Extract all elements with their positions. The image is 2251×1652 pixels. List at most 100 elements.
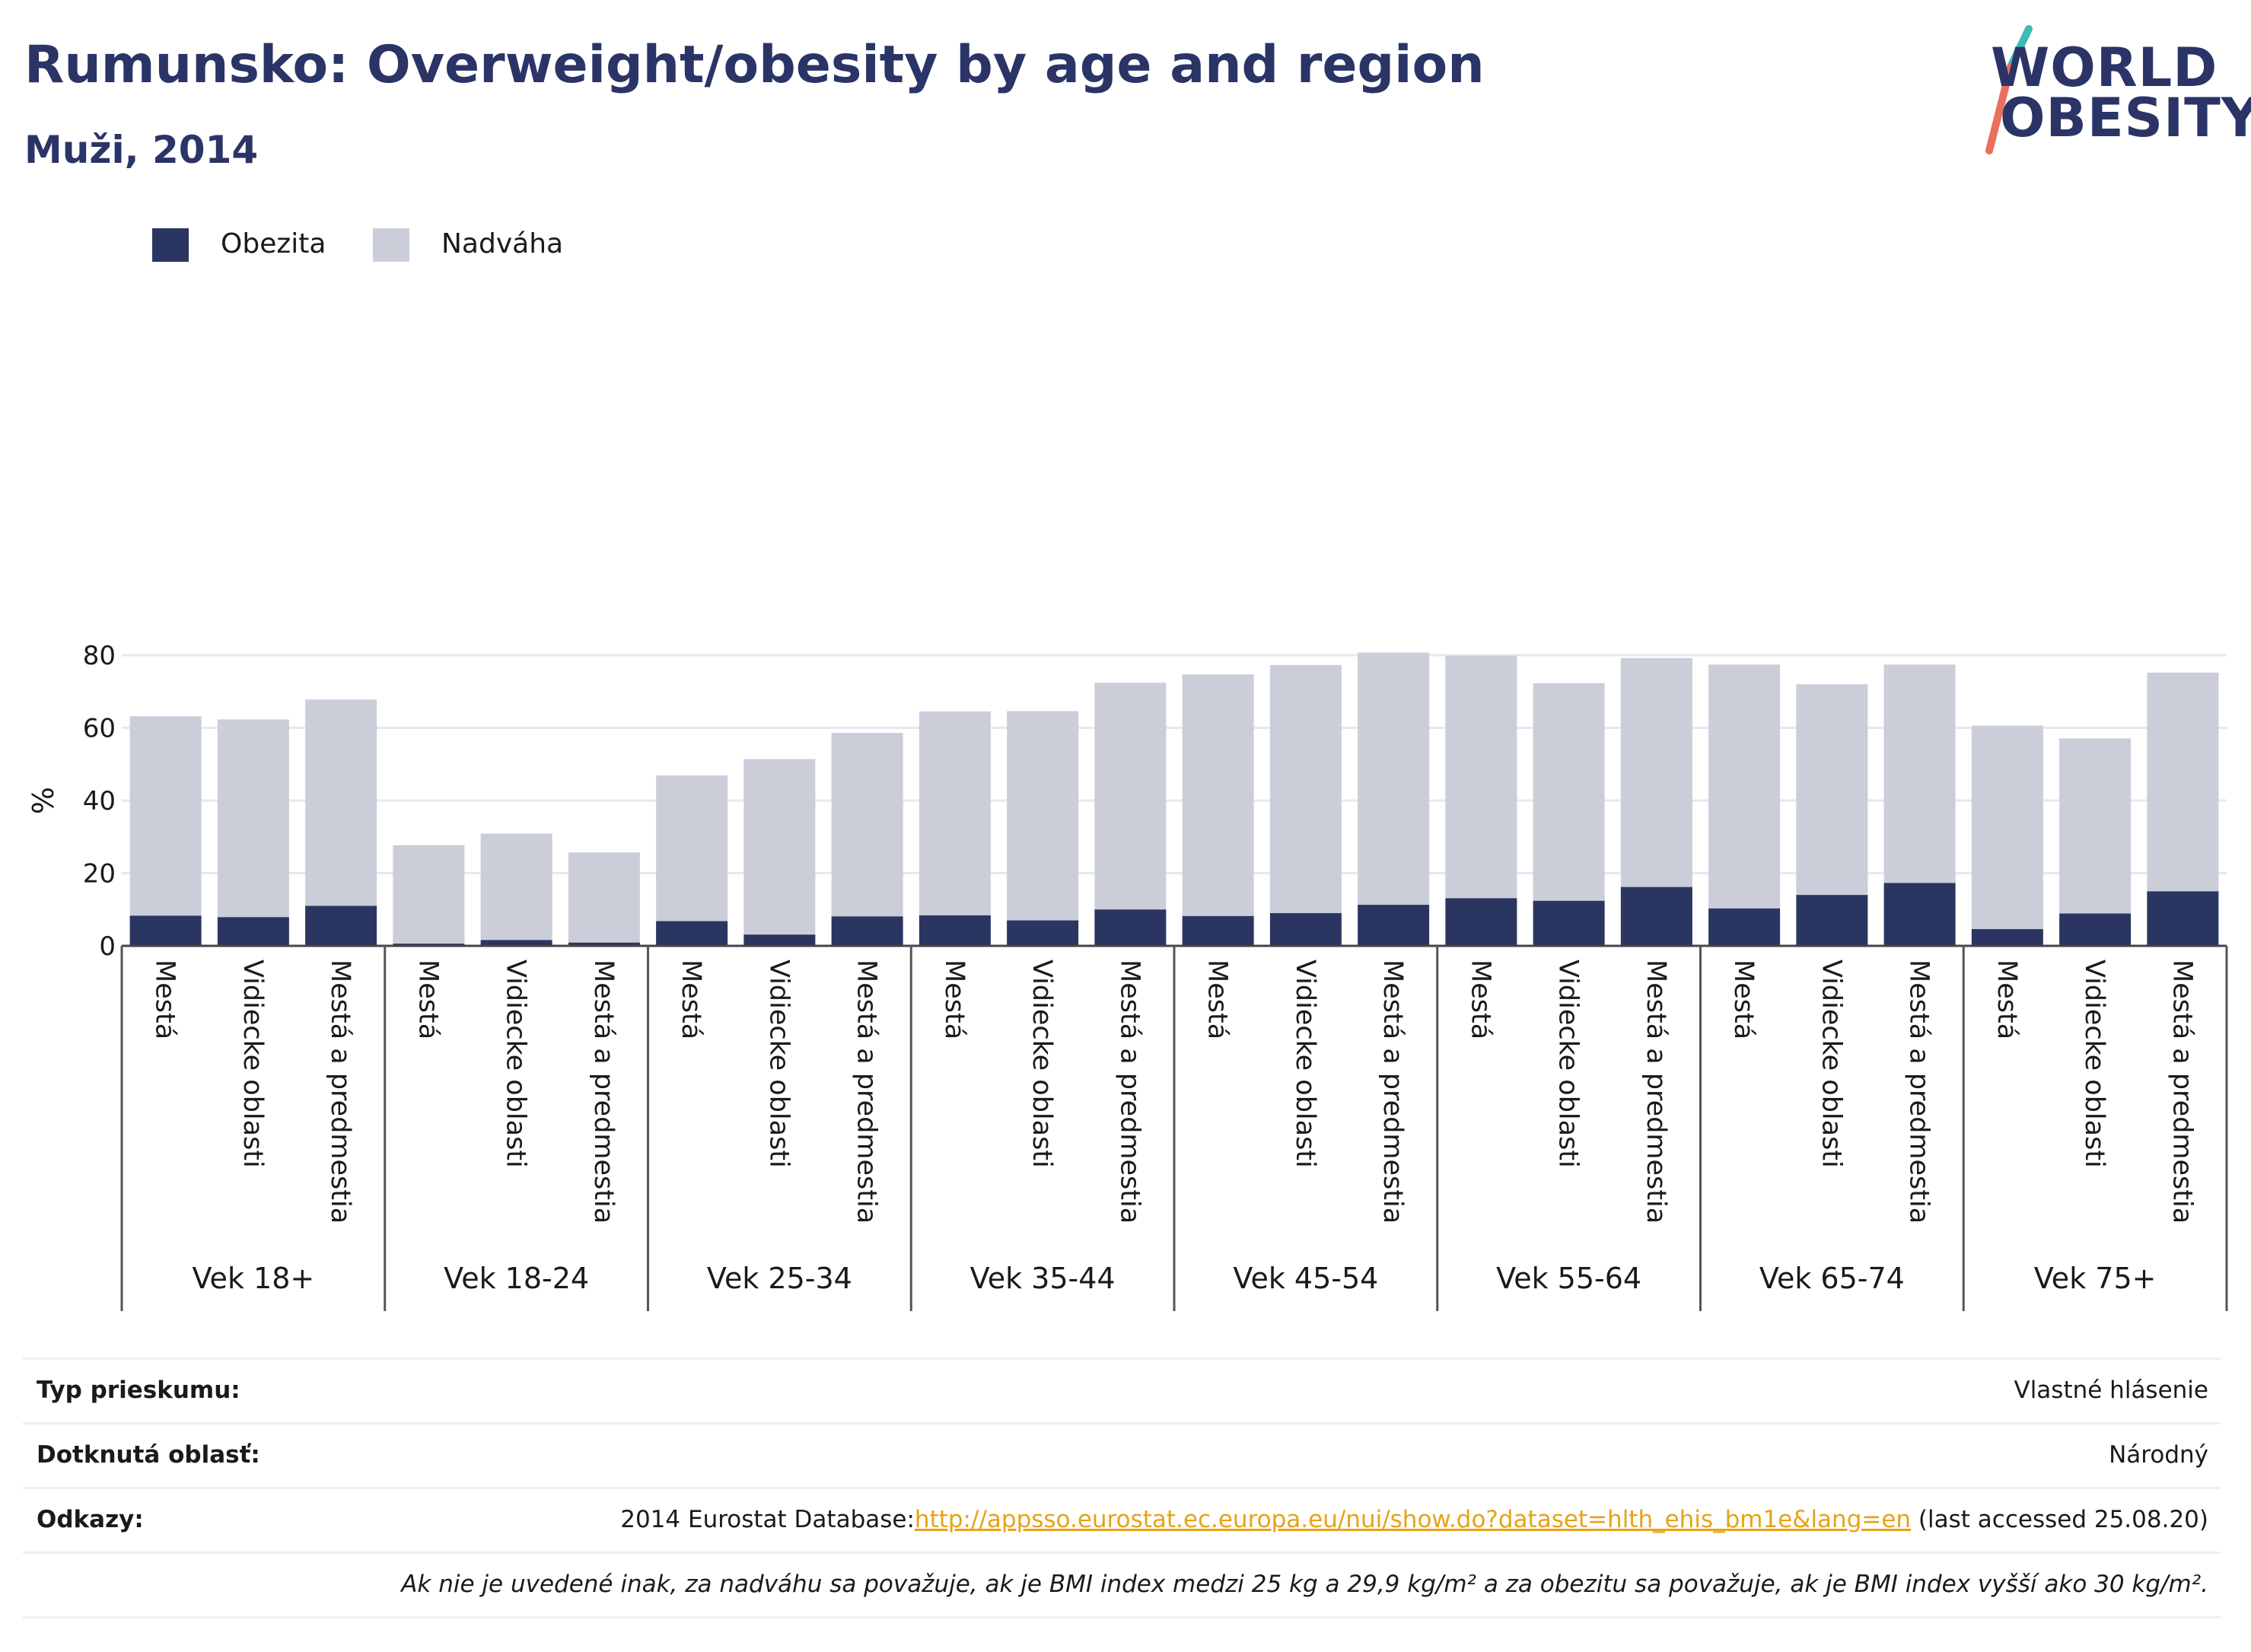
bar-obesity <box>919 915 991 946</box>
area-value: Národný <box>2109 1441 2208 1469</box>
bar-overweight <box>831 733 903 917</box>
bar-obesity <box>1445 898 1517 946</box>
footer-row-area: Dotknutá oblasť: Národný <box>23 1422 2221 1487</box>
bar-overweight <box>1094 683 1167 910</box>
x-group-label: Vek 35-44 <box>970 1262 1116 1295</box>
references-prefix: 2014 Eurostat Database: <box>620 1506 915 1533</box>
x-group-label: Vek 25-34 <box>707 1262 852 1295</box>
bar-overweight <box>2059 738 2132 914</box>
bar-overweight <box>656 775 728 921</box>
x-subcategory-label: Mestá a predmestia <box>588 960 619 1224</box>
x-group-label: Vek 65-74 <box>1759 1262 1905 1295</box>
x-subcategory-label: Vidiecke oblasti <box>1027 960 1057 1168</box>
x-subcategory-label: Mestá <box>1465 960 1495 1039</box>
chart-subtitle: Muži, 2014 <box>24 128 259 172</box>
bar-overweight <box>305 699 377 906</box>
bar-obesity <box>1796 895 1868 946</box>
x-subcategory-label: Mestá a predmestia <box>1114 960 1145 1224</box>
bar-obesity <box>2147 891 2219 946</box>
bar-overweight <box>393 845 465 944</box>
bar-overweight <box>217 719 289 918</box>
y-tick-label-40: 40 <box>83 786 116 816</box>
bar-overweight <box>2147 672 2219 892</box>
bar-obesity <box>1269 913 1342 946</box>
bar-overweight <box>1796 684 1868 896</box>
x-subcategory-label: Mestá a predmestia <box>325 960 355 1224</box>
bar-overweight <box>1971 725 2043 930</box>
legend-swatch-obesity <box>152 228 189 262</box>
bar-overweight <box>1883 664 1956 883</box>
x-subcategory-label: Vidiecke oblasti <box>1290 960 1320 1168</box>
x-subcategory-label: Mestá <box>412 960 443 1039</box>
x-subcategory-label: Mestá a predmestia <box>2167 960 2197 1224</box>
footer-row-survey-type: Typ prieskumu: Vlastné hlásenie <box>23 1358 2221 1422</box>
bar-overweight <box>1708 664 1781 909</box>
x-subcategory-label: Mestá a predmestia <box>852 960 882 1224</box>
y-tick-label-80: 80 <box>83 641 116 671</box>
x-subcategory-label: Mestá <box>676 960 706 1039</box>
y-axis-label: % <box>27 787 60 814</box>
bar-obesity <box>831 916 903 946</box>
bar-overweight <box>1269 664 1342 914</box>
world-obesity-logo: WORLD OBESITY <box>1979 21 2251 166</box>
bar-obesity <box>743 934 816 946</box>
bar-overweight <box>919 711 991 915</box>
bar-overweight <box>1533 683 1605 901</box>
bar-obesity <box>1358 905 1430 946</box>
bar-overweight <box>1182 674 1254 916</box>
bar-obesity <box>1094 909 1167 946</box>
bar-obesity <box>129 915 202 946</box>
y-tick-label-60: 60 <box>83 714 116 744</box>
x-subcategory-label: Mestá a predmestia <box>1377 960 1408 1224</box>
x-subcategory-label: Vidiecke oblasti <box>237 960 268 1168</box>
x-subcategory-label: Mestá a predmestia <box>1904 960 1934 1224</box>
bmi-definition-note: Ak nie je uvedené inak, za nadváhu sa po… <box>401 1571 2208 1598</box>
x-subcategory-label: Vidiecke oblasti <box>763 960 794 1168</box>
x-subcategory-label: Mestá a predmestia <box>1641 960 1671 1224</box>
logo-text-obesity: OBESITY <box>2000 87 2251 149</box>
bar-obesity <box>2059 913 2132 946</box>
bar-overweight <box>1358 652 1430 906</box>
x-subcategory-label: Vidiecke oblasti <box>1553 960 1584 1168</box>
x-group-label: Vek 18+ <box>193 1262 315 1295</box>
x-subcategory-label: Mestá <box>1202 960 1233 1039</box>
x-subcategory-label: Vidiecke oblasti <box>1816 960 1846 1168</box>
bar-obesity <box>568 942 640 946</box>
bar-obesity <box>1883 883 1956 946</box>
area-label: Dotknutá oblasť: <box>37 1441 260 1469</box>
bar-obesity <box>1620 886 1692 946</box>
bar-obesity <box>305 906 377 946</box>
bar-overweight <box>568 852 640 943</box>
bar-obesity <box>1708 908 1781 946</box>
x-group-label: Vek 45-54 <box>1233 1262 1378 1295</box>
bar-overweight <box>129 716 202 916</box>
survey-type-label: Typ prieskumu: <box>37 1377 240 1404</box>
x-group-label: Vek 18-24 <box>444 1262 589 1295</box>
bar-overweight <box>1620 657 1692 887</box>
logo-slash-icon <box>1985 25 2033 154</box>
footer-row-note: Ak nie je uvedené inak, za nadváhu sa po… <box>23 1552 2221 1619</box>
bar-chart: 0 20 40 60 80% Mestá Vidiecke oblasti Mestá a p… <box>27 641 2228 1311</box>
bar-overweight <box>480 833 552 941</box>
bar-obesity <box>1533 900 1605 946</box>
references-value: 2014 Eurostat Database:http://appsso.eur… <box>620 1506 2208 1533</box>
bar-obesity <box>217 917 289 946</box>
chart-title: Rumunsko: Overweight/obesity by age and … <box>24 35 1485 95</box>
references-label: Odkazy: <box>37 1506 144 1533</box>
x-subcategory-label: Mestá <box>150 960 180 1039</box>
bar-obesity <box>1182 915 1254 946</box>
y-tick-label-20: 20 <box>83 859 116 890</box>
y-tick-label-0: 0 <box>99 931 116 962</box>
x-subcategory-label: Vidiecke oblasti <box>2079 960 2109 1168</box>
legend-label-overweight: Nadváha <box>441 228 564 259</box>
legend-swatch-overweight <box>373 228 409 262</box>
bar-overweight <box>1445 655 1517 899</box>
bar-overweight <box>1007 711 1079 921</box>
references-link[interactable]: http://appsso.eurostat.ec.europa.eu/nui/… <box>914 1506 1912 1533</box>
x-subcategory-label: Mestá <box>1992 960 2022 1039</box>
x-group-label: Vek 55-64 <box>1496 1262 1641 1295</box>
bar-obesity <box>1971 929 2043 946</box>
x-subcategory-label: Vidiecke oblasti <box>501 960 531 1168</box>
survey-type-value: Vlastné hlásenie <box>2014 1377 2208 1404</box>
logo-text-world: WORLD <box>1991 37 2218 99</box>
